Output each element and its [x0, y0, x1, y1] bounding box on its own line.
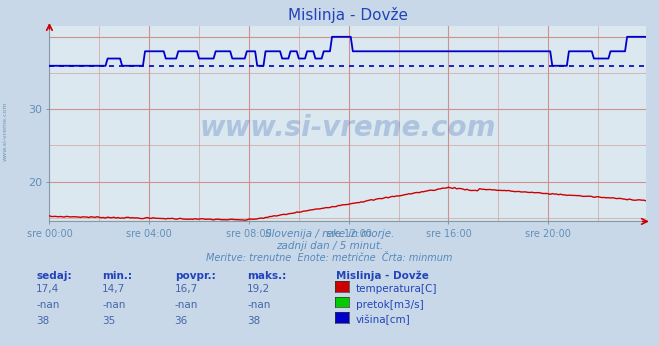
Text: 35: 35	[102, 316, 115, 326]
Text: 19,2: 19,2	[247, 284, 270, 294]
Text: sedaj:: sedaj:	[36, 271, 72, 281]
Text: zadnji dan / 5 minut.: zadnji dan / 5 minut.	[276, 241, 383, 251]
Text: www.si-vreme.com: www.si-vreme.com	[200, 113, 496, 142]
Text: 14,7: 14,7	[102, 284, 125, 294]
Text: Meritve: trenutne  Enote: metrične  Črta: minmum: Meritve: trenutne Enote: metrične Črta: …	[206, 253, 453, 263]
Text: -nan: -nan	[102, 300, 125, 310]
Title: Mislinja - Dovže: Mislinja - Dovže	[287, 7, 408, 24]
Text: 17,4: 17,4	[36, 284, 59, 294]
Text: Slovenija / reke in morje.: Slovenija / reke in morje.	[265, 229, 394, 239]
Text: povpr.:: povpr.:	[175, 271, 215, 281]
Text: 16,7: 16,7	[175, 284, 198, 294]
Text: min.:: min.:	[102, 271, 132, 281]
Text: 38: 38	[247, 316, 260, 326]
Text: višina[cm]: višina[cm]	[356, 315, 411, 326]
Text: Mislinja - Dovže: Mislinja - Dovže	[336, 270, 429, 281]
Text: maks.:: maks.:	[247, 271, 287, 281]
Text: www.si-vreme.com: www.si-vreme.com	[3, 102, 8, 161]
Text: pretok[m3/s]: pretok[m3/s]	[356, 300, 424, 310]
Text: -nan: -nan	[175, 300, 198, 310]
Text: -nan: -nan	[247, 300, 270, 310]
Text: temperatura[C]: temperatura[C]	[356, 284, 438, 294]
Text: 36: 36	[175, 316, 188, 326]
Text: 38: 38	[36, 316, 49, 326]
Text: -nan: -nan	[36, 300, 59, 310]
